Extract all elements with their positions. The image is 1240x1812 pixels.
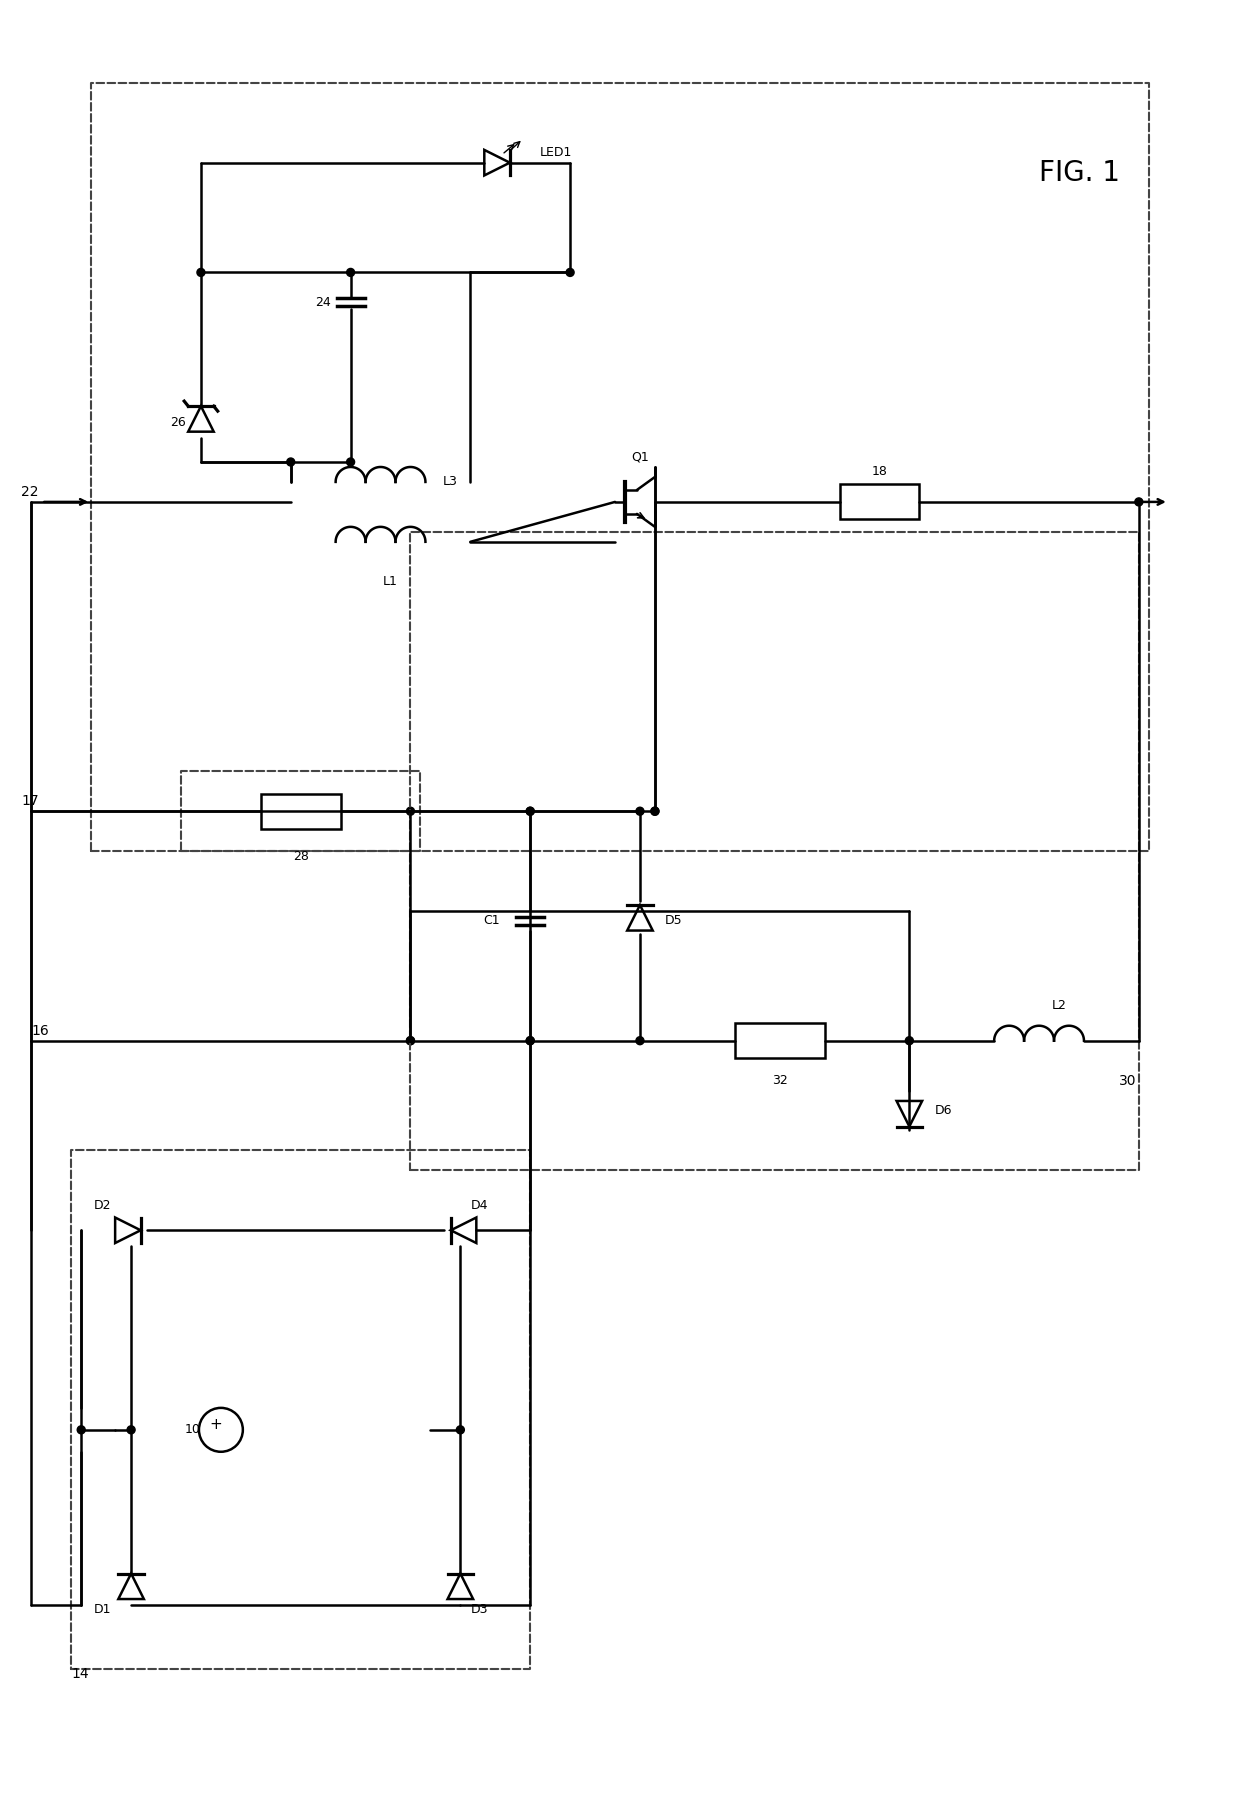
Text: 16: 16 <box>31 1024 50 1038</box>
Polygon shape <box>451 1218 476 1243</box>
Text: L2: L2 <box>1052 998 1066 1013</box>
Polygon shape <box>897 1102 923 1127</box>
Circle shape <box>651 806 658 815</box>
Text: +: + <box>210 1417 222 1431</box>
Text: 22: 22 <box>21 486 38 498</box>
Circle shape <box>526 1036 534 1046</box>
Circle shape <box>567 268 574 277</box>
Circle shape <box>407 1036 414 1046</box>
Text: 24: 24 <box>315 295 331 308</box>
Polygon shape <box>188 406 213 431</box>
Text: L3: L3 <box>443 475 458 489</box>
Circle shape <box>128 1426 135 1433</box>
Bar <box>260 794 341 828</box>
Circle shape <box>407 1036 414 1046</box>
Circle shape <box>526 806 534 815</box>
Text: D5: D5 <box>665 915 682 928</box>
Circle shape <box>526 1036 534 1046</box>
Text: Q1: Q1 <box>631 451 649 464</box>
Text: 26: 26 <box>170 415 186 429</box>
Circle shape <box>286 458 295 466</box>
Circle shape <box>407 806 414 815</box>
Circle shape <box>77 1426 86 1433</box>
Circle shape <box>347 458 355 466</box>
Text: D3: D3 <box>470 1604 487 1616</box>
Bar <box>839 484 919 520</box>
Circle shape <box>636 806 644 815</box>
Bar <box>735 1024 825 1058</box>
Circle shape <box>198 1408 243 1451</box>
Text: C1: C1 <box>484 915 500 928</box>
Polygon shape <box>627 904 652 931</box>
Text: D2: D2 <box>94 1200 112 1212</box>
Polygon shape <box>115 1218 140 1243</box>
Text: 10: 10 <box>185 1422 201 1437</box>
Circle shape <box>347 268 355 277</box>
Text: L1: L1 <box>383 574 398 589</box>
Circle shape <box>456 1426 464 1433</box>
Circle shape <box>636 1036 644 1046</box>
Text: 28: 28 <box>293 850 309 863</box>
Text: 32: 32 <box>771 1075 787 1087</box>
Text: 30: 30 <box>1118 1073 1136 1087</box>
Polygon shape <box>118 1573 144 1598</box>
Polygon shape <box>485 150 510 176</box>
Text: FIG. 1: FIG. 1 <box>1039 159 1120 187</box>
Text: LED1: LED1 <box>541 147 573 159</box>
Text: 14: 14 <box>71 1667 89 1682</box>
Polygon shape <box>448 1573 474 1598</box>
Circle shape <box>1135 498 1143 506</box>
Text: D6: D6 <box>934 1104 952 1116</box>
Circle shape <box>197 268 205 277</box>
Text: D1: D1 <box>94 1604 112 1616</box>
Text: D4: D4 <box>470 1200 487 1212</box>
Text: 18: 18 <box>872 466 888 478</box>
Circle shape <box>905 1036 914 1046</box>
Text: 17: 17 <box>21 794 38 808</box>
Circle shape <box>651 806 658 815</box>
Circle shape <box>526 806 534 815</box>
